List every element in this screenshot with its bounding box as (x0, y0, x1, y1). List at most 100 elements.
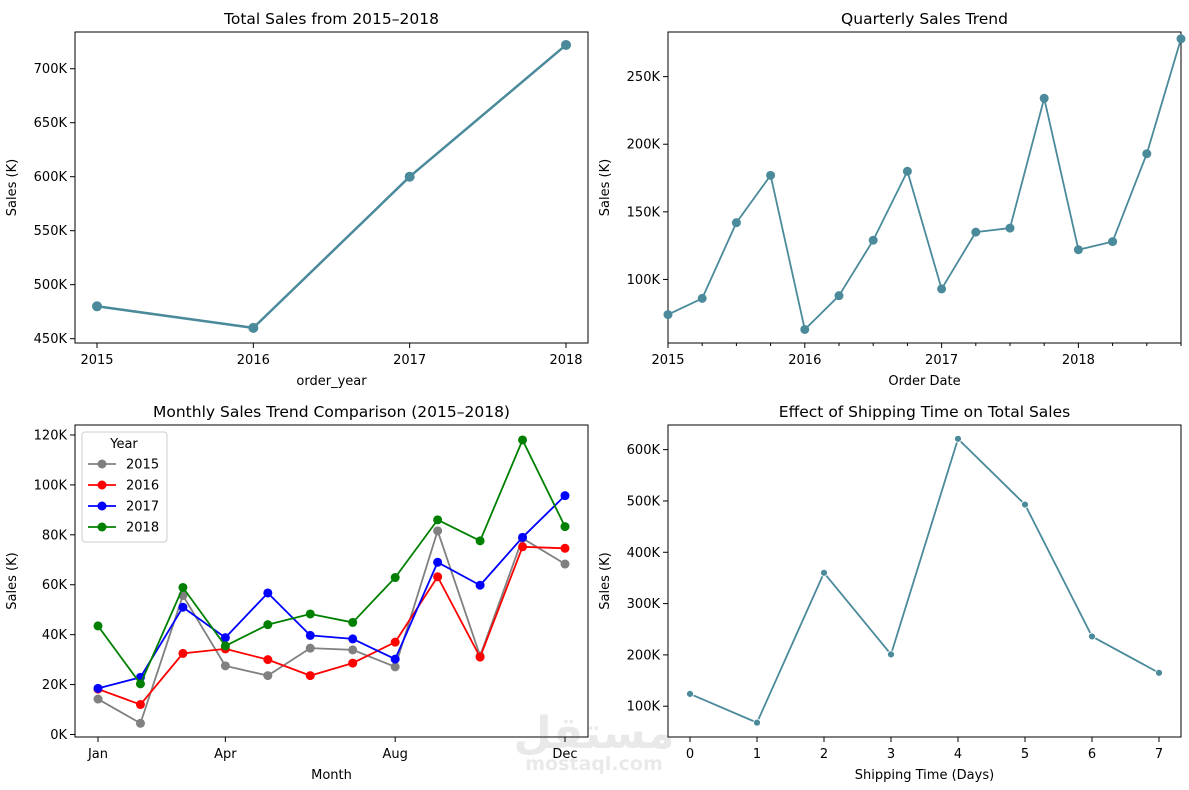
series-2018-point (263, 620, 273, 630)
series-2015-point (433, 526, 443, 536)
total-sales-point (561, 39, 571, 50)
x-tick-label: Jan (87, 747, 108, 762)
legend-label: 2017 (126, 500, 159, 515)
series-2018-point (433, 515, 443, 525)
series-2016-point (135, 700, 145, 710)
watermark-latin: mostaql.com (525, 753, 663, 775)
y-axis-label: Sales (K) (598, 552, 613, 609)
quarterly-sales-point (1039, 93, 1049, 103)
x-axis-label: Shipping Time (Days) (855, 768, 994, 783)
series-2017-point (178, 602, 188, 612)
y-axis-label: Sales (K) (598, 159, 613, 216)
series-2015-point (390, 662, 400, 672)
y-tick-label: 120K (34, 428, 68, 443)
legend-label: 2015 (126, 458, 159, 473)
series-2018-point (220, 641, 230, 651)
y-tick-label: 600K (34, 170, 68, 185)
series-2018-point (390, 573, 400, 583)
quarterly-sales-point (834, 291, 844, 301)
chart-title: Quarterly Sales Trend (841, 10, 1008, 28)
x-tick-label: 2 (820, 747, 828, 762)
series-2018-point (178, 582, 188, 592)
x-tick-label: 2018 (549, 353, 582, 368)
x-tick-label: 2018 (1062, 353, 1095, 368)
x-axis-label: order_year (296, 374, 367, 389)
total-sales-line (96, 44, 567, 330)
y-tick-label: 550K (34, 224, 68, 239)
panel-quarterly-trend: Quarterly Sales Trend Order Date Sales (K)… (598, 10, 1186, 389)
legend-box (81, 431, 168, 543)
y-tick-label: 700K (34, 62, 68, 77)
series-2018-point (135, 679, 145, 689)
quarterly-sales-point (1176, 34, 1186, 44)
series-2018-point (518, 435, 528, 445)
quarterly-sales-point (663, 310, 673, 320)
shipping-sales-point (954, 434, 962, 443)
x-tick-label: Dec (552, 747, 577, 762)
x-tick-label: 7 (1155, 747, 1163, 762)
series-2015-point (135, 718, 145, 728)
y-tick-label: 450K (34, 332, 68, 347)
y-tick-label: 500K (627, 494, 661, 509)
x-tick-label: 2017 (393, 353, 426, 368)
x-tick-label: 2016 (237, 353, 270, 368)
series-2015-point (305, 643, 315, 653)
y-tick-label: 100K (627, 273, 661, 288)
series-2017-point (518, 532, 528, 542)
series-2016-point (178, 648, 188, 658)
quarterly-sales-line (667, 38, 1182, 331)
x-tick-label: 0 (686, 747, 694, 762)
series-2017-point (263, 588, 273, 598)
quarterly-sales-point (868, 235, 878, 245)
series-2017-point (220, 633, 230, 643)
y-tick-label: 650K (34, 116, 68, 131)
x-axis-label: Order Date (888, 374, 960, 389)
axes-frame (667, 424, 1182, 738)
axes-frame (667, 31, 1182, 344)
y-tick-label: 200K (627, 648, 661, 663)
y-tick-label: 60K (42, 578, 68, 593)
series-2016-point (305, 671, 315, 681)
series-2016-point (433, 572, 443, 582)
y-axis-label: Sales (K) (5, 159, 20, 216)
x-tick-label: Apr (214, 747, 237, 762)
x-axis-label: Month (311, 768, 352, 783)
quarterly-sales-point (971, 227, 981, 237)
quarterly-sales-point (1005, 223, 1015, 233)
x-tick-label: 2015 (80, 353, 113, 368)
shipping-sales-point (753, 718, 761, 727)
series-2018-point (560, 522, 570, 532)
series-2017-line (97, 494, 566, 690)
panel-monthly-comparison: Monthly Sales Trend Comparison (2015–201… (5, 403, 589, 783)
shipping-sales-point (1155, 668, 1163, 677)
watermark: مستقل mostaql.com (514, 708, 675, 775)
x-tick-label: 3 (887, 747, 895, 762)
legend-label: 2018 (126, 521, 159, 536)
y-tick-label: 0K (50, 728, 67, 743)
x-tick-label: 6 (1088, 747, 1096, 762)
series-2016-point (475, 652, 485, 662)
x-tick-label: 2016 (788, 353, 821, 368)
total-sales-point (248, 322, 259, 333)
series-2016-point (348, 658, 358, 668)
shipping-sales-point (887, 650, 895, 659)
series-2015-point (560, 559, 570, 569)
series-2015-point (348, 645, 358, 655)
series-2017-point (93, 683, 103, 693)
shipping-sales-point (1088, 632, 1096, 641)
series-2016-line (97, 545, 566, 706)
y-tick-label: 100K (627, 700, 661, 715)
panel-total-sales: Total Sales from 2015–2018 order_year Sale… (5, 10, 589, 389)
series-2018-point (305, 609, 315, 619)
x-tick-label: 4 (954, 747, 962, 762)
series-2015-point (220, 661, 230, 671)
series-2016-point (518, 542, 528, 552)
y-tick-label: 20K (42, 678, 68, 693)
quarterly-sales-point (1142, 149, 1152, 159)
shipping-sales-point (1021, 500, 1029, 509)
chart-title: Monthly Sales Trend Comparison (2015–201… (153, 403, 510, 421)
quarterly-sales-point (1108, 237, 1118, 247)
y-tick-label: 100K (34, 478, 68, 493)
x-tick-label: 2015 (651, 353, 684, 368)
